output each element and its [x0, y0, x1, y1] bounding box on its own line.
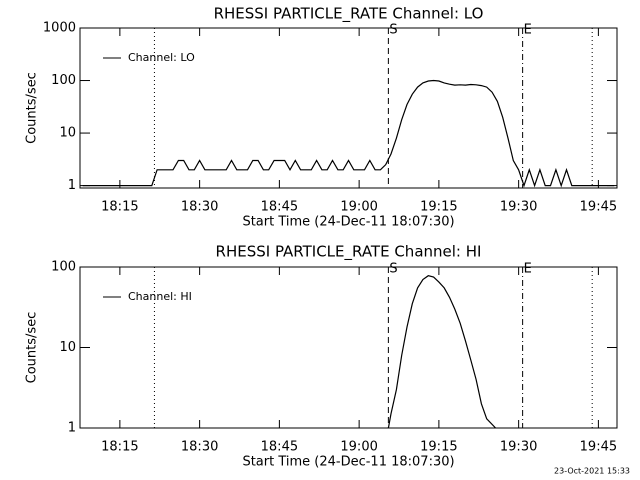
marker-label: S — [389, 262, 397, 277]
y-axis-label: Counts/sec — [25, 72, 40, 144]
y-tick-label: 100 — [51, 260, 76, 275]
x-tick-label: 18:30 — [181, 440, 218, 455]
chart-title: RHESSI PARTICLE_RATE Channel: LO — [214, 5, 484, 24]
data-line — [82, 79, 615, 188]
x-tick-label: 19:30 — [500, 200, 537, 215]
x-tick-label: 19:00 — [340, 200, 377, 215]
x-tick-label: 19:15 — [420, 440, 457, 455]
y-tick-label: 1 — [68, 421, 76, 436]
x-tick-label: 18:45 — [261, 440, 298, 455]
x-tick-label: 18:15 — [101, 440, 138, 455]
chart-title: RHESSI PARTICLE_RATE Channel: HI — [216, 243, 482, 262]
x-tick-label: 19:30 — [500, 440, 537, 455]
x-axis-label: Start Time (24-Dec-11 18:07:30) — [242, 215, 454, 230]
marker-label: E — [524, 23, 532, 38]
x-tick-label: 19:15 — [420, 200, 457, 215]
plot-frame — [79, 27, 618, 189]
y-tick-label: 1 — [68, 178, 76, 193]
marker-label: E — [524, 262, 532, 277]
legend-label: Channel: HI — [128, 290, 192, 303]
x-tick-label: 19:00 — [340, 440, 377, 455]
x-tick-label: 18:15 — [101, 200, 138, 215]
y-tick-label: 1000 — [43, 21, 76, 36]
marker-label: S — [389, 23, 397, 38]
y-tick-label: 10 — [59, 340, 76, 355]
y-tick-label: 10 — [59, 126, 76, 141]
data-line — [387, 275, 497, 429]
y-axis-label: Counts/sec — [25, 312, 40, 384]
legend-label: Channel: LO — [128, 51, 195, 64]
x-tick-label: 19:45 — [580, 200, 617, 215]
x-tick-label: 18:45 — [261, 200, 298, 215]
x-tick-label: 19:45 — [580, 440, 617, 455]
footer: 23-Oct-2021 15:33 — [554, 467, 630, 476]
y-tick-label: 100 — [51, 73, 76, 88]
x-axis-label: Start Time (24-Dec-11 18:07:30) — [242, 455, 454, 470]
x-tick-label: 18:30 — [181, 200, 218, 215]
